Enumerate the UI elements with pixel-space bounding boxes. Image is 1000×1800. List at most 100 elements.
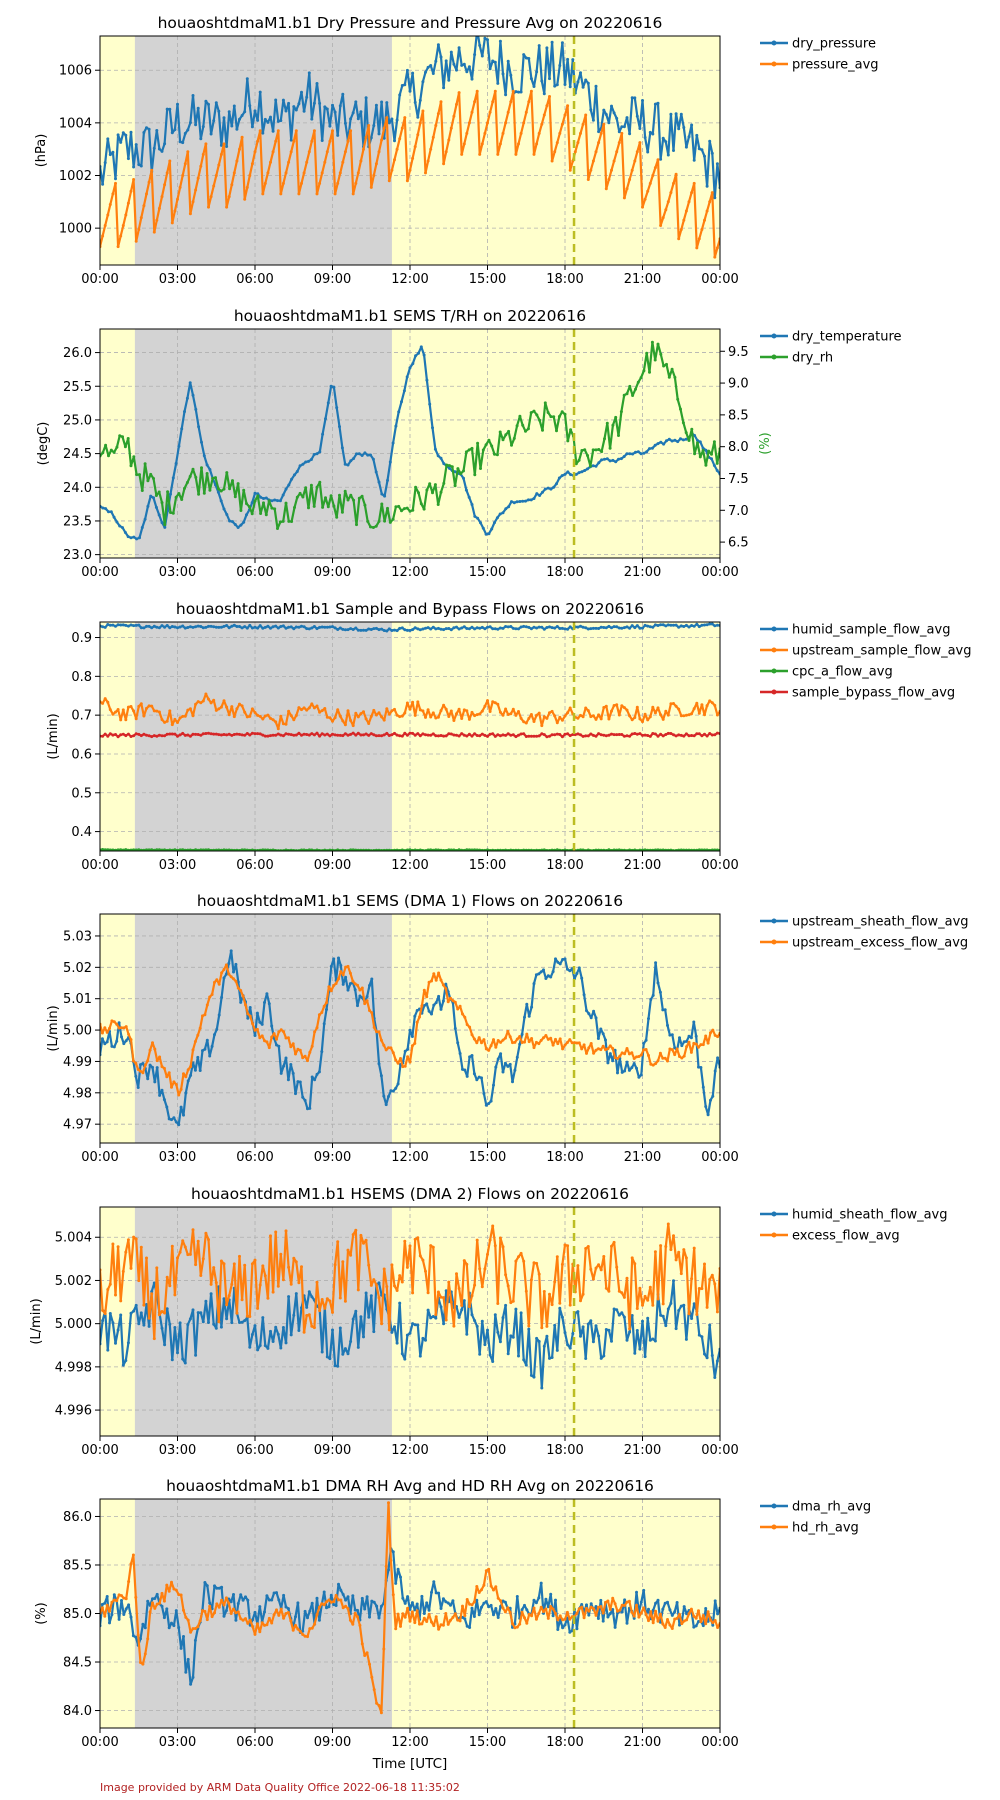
data-point [509,733,513,737]
data-point [628,1327,632,1331]
data-point [639,1053,643,1057]
data-point [232,970,235,974]
data-point [553,84,557,88]
data-point [160,848,164,851]
data-point [115,445,119,449]
data-point [170,1621,173,1625]
x-tick-label: 09:00 [314,565,351,580]
data-point [515,1625,519,1629]
data-point [377,1296,381,1300]
data-point [424,171,427,175]
data-point [320,709,324,713]
data-point [219,705,223,709]
data-point [220,971,224,975]
data-point [705,1356,709,1360]
data-point [664,709,668,713]
data-point [340,446,344,450]
x-tick-label: 00:00 [81,272,118,287]
data-point [384,1103,388,1107]
data-point [478,626,482,630]
data-point [710,701,714,705]
data-point [556,1628,560,1631]
data-point [491,100,495,104]
data-point [152,230,156,234]
data-point [591,626,595,630]
data-point [506,713,510,716]
data-point [532,1046,536,1050]
data-point [604,626,608,630]
legend-label: upstream_excess_flow_avg [792,936,968,951]
data-point [519,716,523,720]
data-point [327,1598,331,1602]
data-point [235,159,239,163]
data-point [480,142,484,146]
data-point [276,1284,280,1288]
data-point [594,1016,598,1020]
data-point [364,1238,368,1242]
data-point [630,96,634,100]
data-point [105,1595,109,1598]
data-point [542,1610,545,1613]
data-point [668,1608,672,1612]
data-point [209,701,213,705]
data-point [207,1321,210,1324]
data-point [713,196,717,200]
data-point [382,1043,386,1047]
data-point [568,1303,572,1307]
data-point [501,733,505,737]
data-point [539,1581,543,1585]
data-point [262,497,265,500]
data-point [276,129,280,133]
data-point [509,712,513,716]
data-point [328,124,332,128]
data-point [253,732,257,736]
data-point [274,720,278,724]
data-point [137,623,141,627]
data-point [457,1315,461,1319]
data-point [493,1244,497,1248]
data-point [364,1291,368,1295]
data-point [370,1011,374,1015]
data-point [447,78,451,82]
data-point [634,387,637,391]
data-point [460,717,464,720]
data-point [193,1638,197,1642]
data-point [263,1039,266,1043]
data-point [374,470,378,474]
data-point [208,1601,212,1605]
data-point [573,150,577,154]
data-point [532,85,536,88]
data-point [421,109,425,113]
data-point [498,626,502,630]
data-point [117,1593,121,1597]
data-point [513,1040,517,1044]
data-point [364,628,368,632]
data-point [165,1105,169,1109]
data-point [305,1314,309,1317]
data-point [535,1336,539,1340]
data-point [651,174,655,177]
data-point [394,1058,398,1062]
x-tick-label: 12:00 [391,565,428,580]
data-point [419,502,423,506]
data-point [429,1316,433,1320]
data-point [152,624,156,628]
data-point [635,1066,638,1070]
data-point [374,734,378,738]
data-point [615,1265,619,1269]
data-point [682,734,686,738]
x-tick-label: 12:00 [391,1443,428,1458]
data-point [183,131,187,135]
data-point [155,129,159,132]
data-point [679,624,683,628]
data-point [534,1601,538,1605]
data-point [394,424,398,428]
data-point [625,1600,629,1604]
data-point [147,734,151,738]
data-point [543,401,547,405]
data-point [351,192,355,196]
data-point [152,146,156,150]
data-point [424,733,427,737]
data-point [646,734,650,737]
